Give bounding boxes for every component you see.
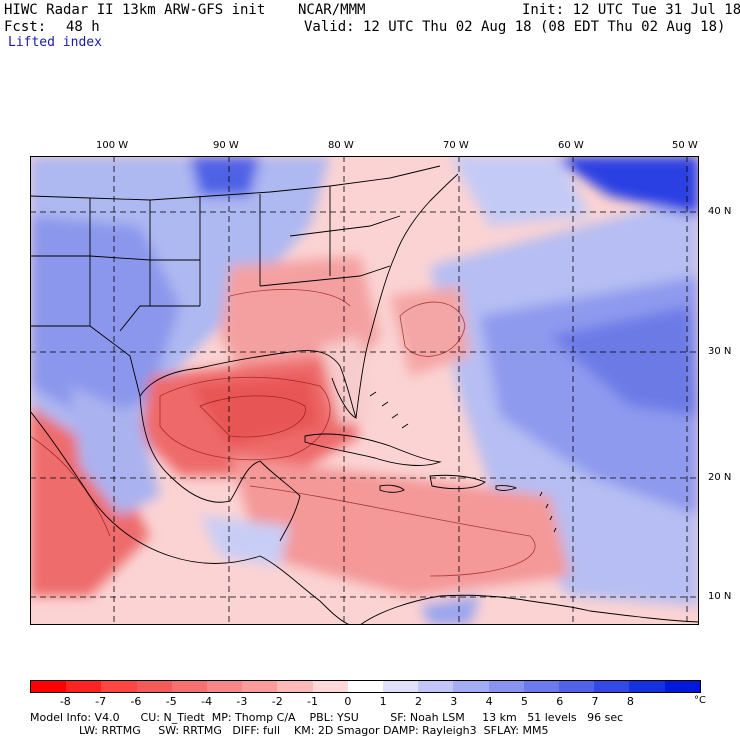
model-info-line2: LW: RRTMG SW: RRTMG DIFF: full KM: 2D Sm…	[30, 724, 549, 737]
colorbar-segment	[418, 681, 454, 692]
colorbar-tick-label: 0	[344, 695, 352, 708]
model-title: HIWC Radar II 13km ARW-GFS init	[4, 2, 266, 18]
contour-lines	[30, 289, 536, 577]
colorbar-segment	[523, 681, 560, 692]
colorbar-tick-label: -4	[201, 695, 213, 708]
colorbar-segment	[594, 681, 630, 692]
field-name: Lifted index	[8, 35, 102, 50]
model-info-line1: Model Info: V4.0 CU: N_Tiedt MP: Thomp C…	[30, 711, 624, 724]
lon-label-70w: 70 W	[443, 140, 469, 151]
colorbar-tick-label: -8	[59, 695, 71, 708]
colorbar-tick-label: -2	[271, 695, 283, 708]
colorbar-segment	[312, 681, 348, 692]
colorbar-segment	[242, 681, 278, 692]
org-label: NCAR/MMM	[298, 2, 366, 18]
colorbar-unit: °C	[694, 695, 706, 706]
forecast-hour: 48 h	[66, 19, 100, 35]
colorbar-segment	[101, 681, 137, 692]
colorbar-segment	[629, 681, 665, 692]
lat-label-40n: 40 N	[708, 206, 732, 217]
colorbar-segment	[207, 681, 243, 692]
init-time: Init: 12 UTC Tue 31 Jul 18	[522, 2, 740, 18]
colorbar-tick-label: -7	[95, 695, 107, 708]
colorbar-segment	[383, 681, 419, 692]
colorbar-tick-label: 2	[414, 695, 422, 708]
colorbar-segment	[171, 681, 208, 692]
lat-label-20n: 20 N	[708, 472, 732, 483]
map-border	[30, 156, 699, 625]
boundaries	[30, 165, 699, 625]
colorbar-tick-label: -6	[130, 695, 142, 708]
colorbar-tick-label: -1	[307, 695, 318, 708]
lat-label-10n: 10 N	[708, 591, 732, 602]
colorbar-segment	[453, 681, 489, 692]
lon-label-90w: 90 W	[213, 140, 239, 151]
colorbar-tick-label: 6	[556, 695, 564, 708]
lat-label-30n: 30 N	[708, 346, 732, 357]
colorbar-tick-label: -5	[165, 695, 177, 708]
lifted-index-map	[30, 156, 699, 625]
lon-label-60w: 60 W	[558, 140, 584, 151]
lon-label-80w: 80 W	[328, 140, 354, 151]
colorbar-segment	[66, 681, 102, 692]
lon-label-100w: 100 W	[96, 140, 129, 151]
colorbar-segment	[664, 681, 700, 692]
colorbar-tick-label: -3	[236, 695, 248, 708]
colorbar-tick-label: 8	[626, 695, 634, 708]
colorbar-segment	[559, 681, 595, 692]
colorbar-segment	[277, 681, 313, 692]
lon-label-50w: 50 W	[672, 140, 698, 151]
colorbar-tick-label: 3	[450, 695, 458, 708]
colorbar-tick-label: 7	[591, 695, 599, 708]
colorbar-tick-label: 4	[485, 695, 493, 708]
colorbar-segment	[31, 681, 67, 692]
colorbar-tick-label: 1	[379, 695, 387, 708]
colorbar	[30, 680, 701, 693]
latlon-grid	[30, 156, 699, 625]
colorbar-segment	[136, 681, 172, 692]
colorbar-tick-label: 5	[520, 695, 528, 708]
colorbar-segment	[347, 681, 384, 692]
valid-time: Valid: 12 UTC Thu 02 Aug 18 (08 EDT Thu …	[304, 19, 726, 35]
forecast-label: Fcst:	[4, 19, 47, 35]
colorbar-segment	[488, 681, 524, 692]
field-shading	[30, 156, 699, 625]
